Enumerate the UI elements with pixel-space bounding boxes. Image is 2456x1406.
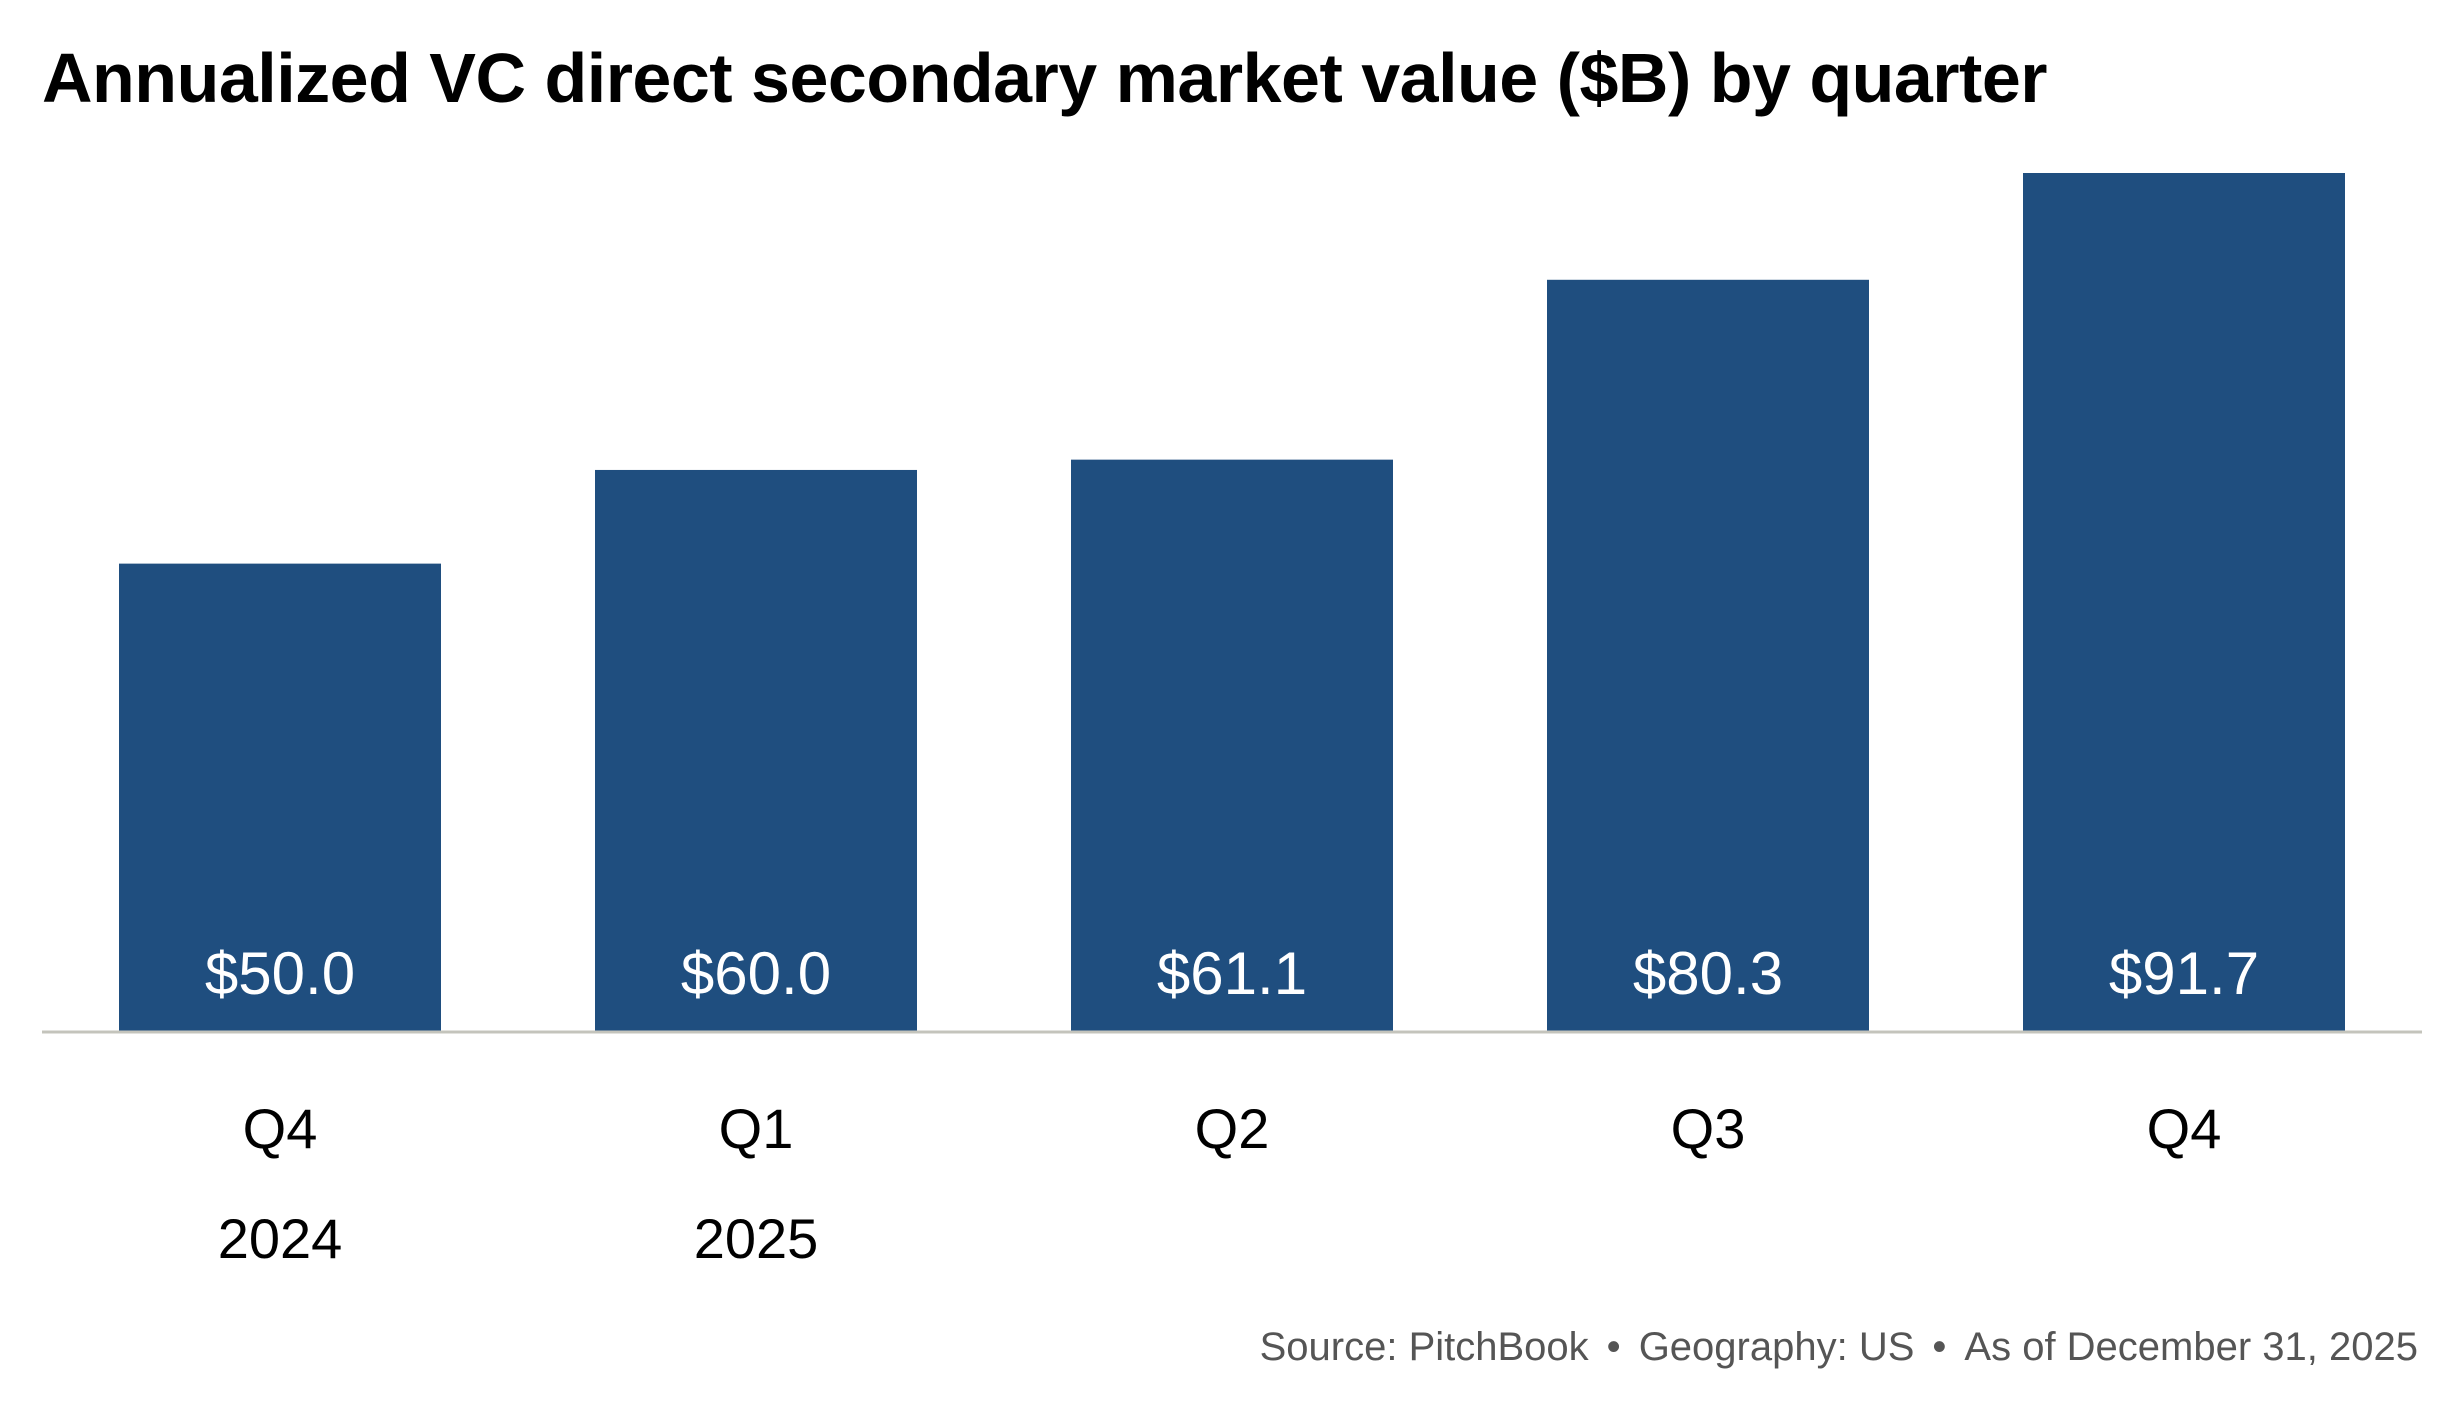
bar-q3-4	[1547, 279, 1869, 1032]
bar-q4-1	[119, 563, 441, 1032]
bar-q2-3	[1071, 459, 1393, 1032]
bar-q4-5	[2023, 173, 2345, 1032]
source-text: Source: PitchBook	[1259, 1325, 1589, 1369]
source-footer: Source: PitchBook • Geography: US • As of De…	[1260, 1325, 2418, 1370]
x-tick-label: Q4	[2147, 1097, 2222, 1160]
footer-separator-1: •	[1606, 1325, 1621, 1369]
x-tick-label: Q4	[243, 1097, 318, 1160]
x-tick-label: Q3	[1671, 1097, 1746, 1160]
bar-value-label: $80.3	[1633, 940, 1783, 1007]
x-year-label: 2025	[694, 1207, 819, 1270]
x-tick-label: Q2	[1195, 1097, 1270, 1160]
x-tick-label: Q1	[719, 1097, 794, 1160]
x-year-label: 2024	[218, 1207, 343, 1270]
bar-value-label: $91.7	[2109, 940, 2259, 1007]
bar-q1-2	[595, 469, 917, 1032]
bar-value-label: $60.0	[681, 940, 831, 1007]
geography-text: Geography: US	[1638, 1325, 1915, 1369]
chart-title: Annualized VC direct secondary market va…	[42, 39, 2048, 117]
as-of-text: As of December 31, 2025	[1964, 1325, 2418, 1369]
footer-separator-2: •	[1932, 1325, 1947, 1369]
bar-value-label: $61.1	[1157, 940, 1307, 1007]
bar-value-label: $50.0	[205, 940, 355, 1007]
